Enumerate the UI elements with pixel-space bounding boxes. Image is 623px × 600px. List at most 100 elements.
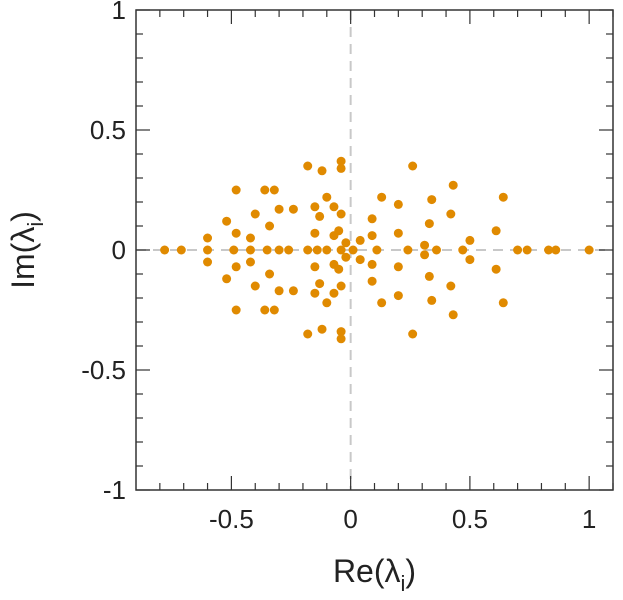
x-tick-label: -0.5 (209, 504, 254, 534)
y-tick-label: 1 (112, 0, 126, 25)
data-point (393, 291, 403, 301)
data-point (367, 276, 377, 286)
data-point (329, 288, 339, 298)
data-point (229, 245, 239, 255)
data-point (310, 202, 320, 212)
data-point (491, 264, 501, 274)
data-point (245, 245, 255, 255)
y-axis-label: Im(λi) (5, 211, 48, 289)
data-point (372, 245, 382, 255)
data-point (203, 233, 213, 243)
data-point (222, 216, 232, 226)
y-tick-label: -1 (103, 475, 126, 505)
data-point (245, 233, 255, 243)
data-point (393, 262, 403, 272)
data-point (544, 245, 554, 255)
y-tick-label: -0.5 (81, 355, 126, 385)
x-tick-label: 0.5 (452, 504, 488, 534)
tick-labels: -0.5 0 0.5 1 -1 -0.5 0 0.5 1 (81, 0, 596, 534)
data-point (231, 305, 241, 315)
data-point (329, 259, 339, 269)
data-point (288, 204, 298, 214)
data-point (284, 245, 294, 255)
data-point (336, 209, 346, 219)
data-point (317, 166, 327, 176)
data-points (160, 156, 594, 344)
data-point (260, 185, 270, 195)
data-point (222, 274, 232, 284)
data-point (203, 257, 213, 267)
x-axis-label: Re(λi) (333, 553, 416, 596)
y-axis-label-subscript: i (23, 222, 48, 227)
data-point (367, 214, 377, 224)
data-point (377, 192, 387, 202)
y-tick-label: 0.5 (90, 115, 126, 145)
data-point (231, 185, 241, 195)
data-point (341, 238, 351, 248)
data-point (513, 245, 523, 255)
data-point (408, 329, 418, 339)
x-axis-label-subscript: i (401, 571, 406, 596)
data-point (336, 245, 346, 255)
data-point (322, 192, 332, 202)
data-point (265, 221, 275, 231)
data-point (498, 192, 508, 202)
x-axis-label-close: ) (405, 553, 416, 589)
data-point (203, 245, 213, 255)
data-point (260, 305, 270, 315)
data-point (336, 281, 346, 291)
data-point (448, 180, 458, 190)
data-point (312, 245, 322, 255)
data-point (329, 202, 339, 212)
data-point (427, 295, 437, 305)
data-point (329, 231, 339, 241)
data-point (303, 245, 313, 255)
data-point (274, 286, 284, 296)
data-point (465, 235, 475, 245)
data-point (408, 161, 418, 171)
y-tick-label: 0 (112, 235, 126, 265)
data-point (551, 245, 561, 255)
data-point (403, 245, 413, 255)
data-point (420, 240, 430, 250)
data-point (446, 209, 456, 219)
data-point (498, 298, 508, 308)
data-point (336, 163, 346, 173)
data-point (522, 245, 532, 255)
data-point (269, 185, 279, 195)
data-point (432, 245, 442, 255)
data-point (274, 204, 284, 214)
data-point (265, 269, 275, 279)
data-point (231, 228, 241, 238)
data-point (355, 255, 365, 265)
data-point (393, 199, 403, 209)
data-point (274, 245, 284, 255)
data-point (446, 281, 456, 291)
data-point (250, 281, 260, 291)
data-point (269, 305, 279, 315)
data-point (315, 279, 325, 289)
data-point (288, 286, 298, 296)
data-point (322, 298, 332, 308)
data-point (336, 327, 346, 337)
data-point (336, 156, 346, 166)
data-point (310, 262, 320, 272)
data-point (231, 262, 241, 272)
data-point (310, 228, 320, 238)
data-point (424, 271, 434, 281)
y-axis-label-close: ) (5, 211, 41, 222)
data-point (393, 228, 403, 238)
data-point (262, 245, 272, 255)
data-point (424, 219, 434, 229)
data-point (341, 252, 351, 262)
y-axis-label-main: Im(λ (5, 227, 41, 289)
data-point (303, 329, 313, 339)
data-point (317, 324, 327, 334)
data-point (250, 209, 260, 219)
data-point (367, 231, 377, 241)
data-point (491, 226, 501, 236)
data-point (348, 245, 358, 255)
axis-ticks (136, 9, 614, 491)
data-point (355, 235, 365, 245)
